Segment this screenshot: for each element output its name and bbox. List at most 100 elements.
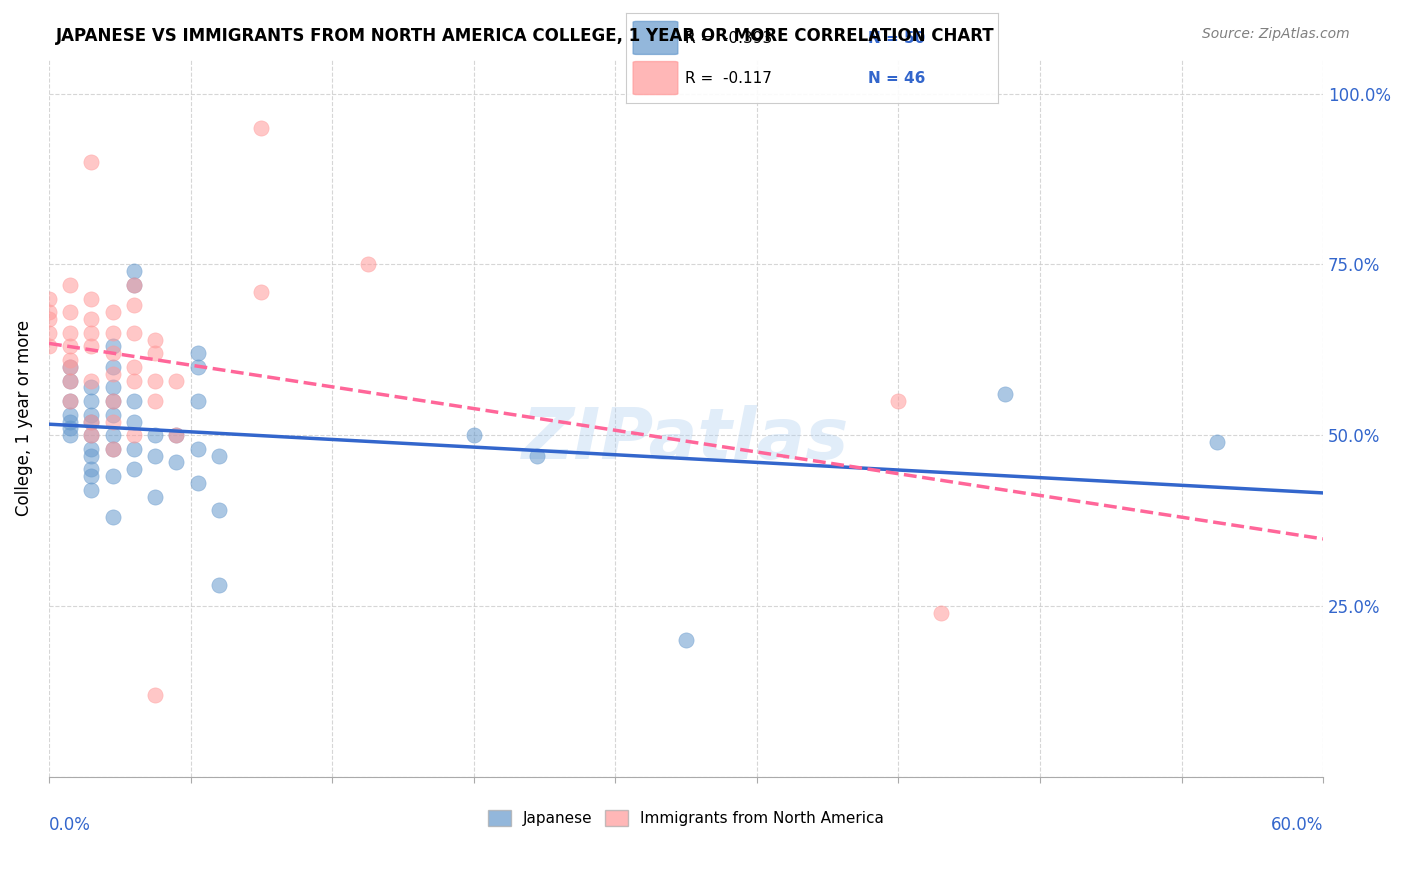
Point [59, 428, 82, 442]
Point [101, 415, 124, 429]
Point [101, 346, 124, 360]
Point [122, 442, 145, 456]
Point [675, 633, 697, 648]
Point [143, 449, 166, 463]
Point [208, 449, 231, 463]
Point [59, 374, 82, 388]
Point [122, 394, 145, 409]
Point [187, 394, 209, 409]
Point [59, 408, 82, 422]
Point [59, 394, 82, 409]
Text: 0.0%: 0.0% [49, 816, 91, 834]
Point [463, 428, 485, 442]
Point [356, 257, 378, 271]
Point [59, 277, 82, 292]
Point [59, 415, 82, 429]
Point [122, 298, 145, 312]
Point [59, 394, 82, 409]
Point [101, 442, 124, 456]
Point [80, 449, 103, 463]
Text: N = 46: N = 46 [868, 71, 925, 86]
FancyBboxPatch shape [633, 21, 678, 54]
Point [187, 359, 209, 374]
Point [122, 277, 145, 292]
Point [38, 326, 60, 340]
Text: ZIPatlas: ZIPatlas [523, 405, 849, 475]
Point [122, 277, 145, 292]
Point [80, 374, 103, 388]
Point [165, 428, 187, 442]
Point [122, 359, 145, 374]
Point [122, 415, 145, 429]
Point [165, 455, 187, 469]
Point [887, 394, 910, 409]
Point [38, 339, 60, 353]
Point [101, 428, 124, 442]
Legend: Japanese, Immigrants from North America: Japanese, Immigrants from North America [481, 802, 891, 833]
Point [187, 475, 209, 490]
Point [101, 326, 124, 340]
Point [101, 442, 124, 456]
Point [59, 359, 82, 374]
Point [165, 428, 187, 442]
Point [38, 292, 60, 306]
Point [208, 503, 231, 517]
Point [250, 120, 273, 135]
Point [1206, 435, 1229, 450]
Point [143, 346, 166, 360]
Point [101, 305, 124, 319]
Point [80, 155, 103, 169]
Point [122, 326, 145, 340]
Text: R =  -0.393: R = -0.393 [685, 31, 772, 45]
Point [101, 510, 124, 524]
Point [80, 462, 103, 476]
Point [143, 374, 166, 388]
Point [101, 394, 124, 409]
Text: Source: ZipAtlas.com: Source: ZipAtlas.com [1202, 27, 1350, 41]
Point [101, 408, 124, 422]
Text: R =  -0.117: R = -0.117 [685, 71, 772, 86]
Point [101, 380, 124, 394]
Point [143, 394, 166, 409]
Point [101, 469, 124, 483]
Point [80, 428, 103, 442]
Point [122, 462, 145, 476]
Point [101, 367, 124, 381]
Point [994, 387, 1017, 401]
Point [122, 374, 145, 388]
Point [38, 305, 60, 319]
Point [59, 421, 82, 435]
Point [526, 449, 548, 463]
Point [80, 442, 103, 456]
Point [101, 339, 124, 353]
Point [250, 285, 273, 299]
Y-axis label: College, 1 year or more: College, 1 year or more [15, 320, 32, 516]
Point [143, 490, 166, 504]
Point [80, 312, 103, 326]
Point [59, 374, 82, 388]
Point [59, 326, 82, 340]
Point [143, 688, 166, 702]
Point [187, 346, 209, 360]
Point [80, 380, 103, 394]
Point [80, 483, 103, 497]
Point [187, 442, 209, 456]
Point [80, 415, 103, 429]
Point [38, 312, 60, 326]
Point [80, 408, 103, 422]
Point [80, 469, 103, 483]
Text: 60.0%: 60.0% [1271, 816, 1323, 834]
Point [80, 292, 103, 306]
Point [80, 339, 103, 353]
Point [80, 326, 103, 340]
FancyBboxPatch shape [633, 62, 678, 95]
Point [122, 428, 145, 442]
Point [80, 428, 103, 442]
Point [929, 606, 952, 620]
Point [208, 578, 231, 592]
Text: JAPANESE VS IMMIGRANTS FROM NORTH AMERICA COLLEGE, 1 YEAR OR MORE CORRELATION CH: JAPANESE VS IMMIGRANTS FROM NORTH AMERIC… [56, 27, 995, 45]
Point [143, 428, 166, 442]
Point [59, 353, 82, 368]
Point [101, 359, 124, 374]
Point [80, 415, 103, 429]
